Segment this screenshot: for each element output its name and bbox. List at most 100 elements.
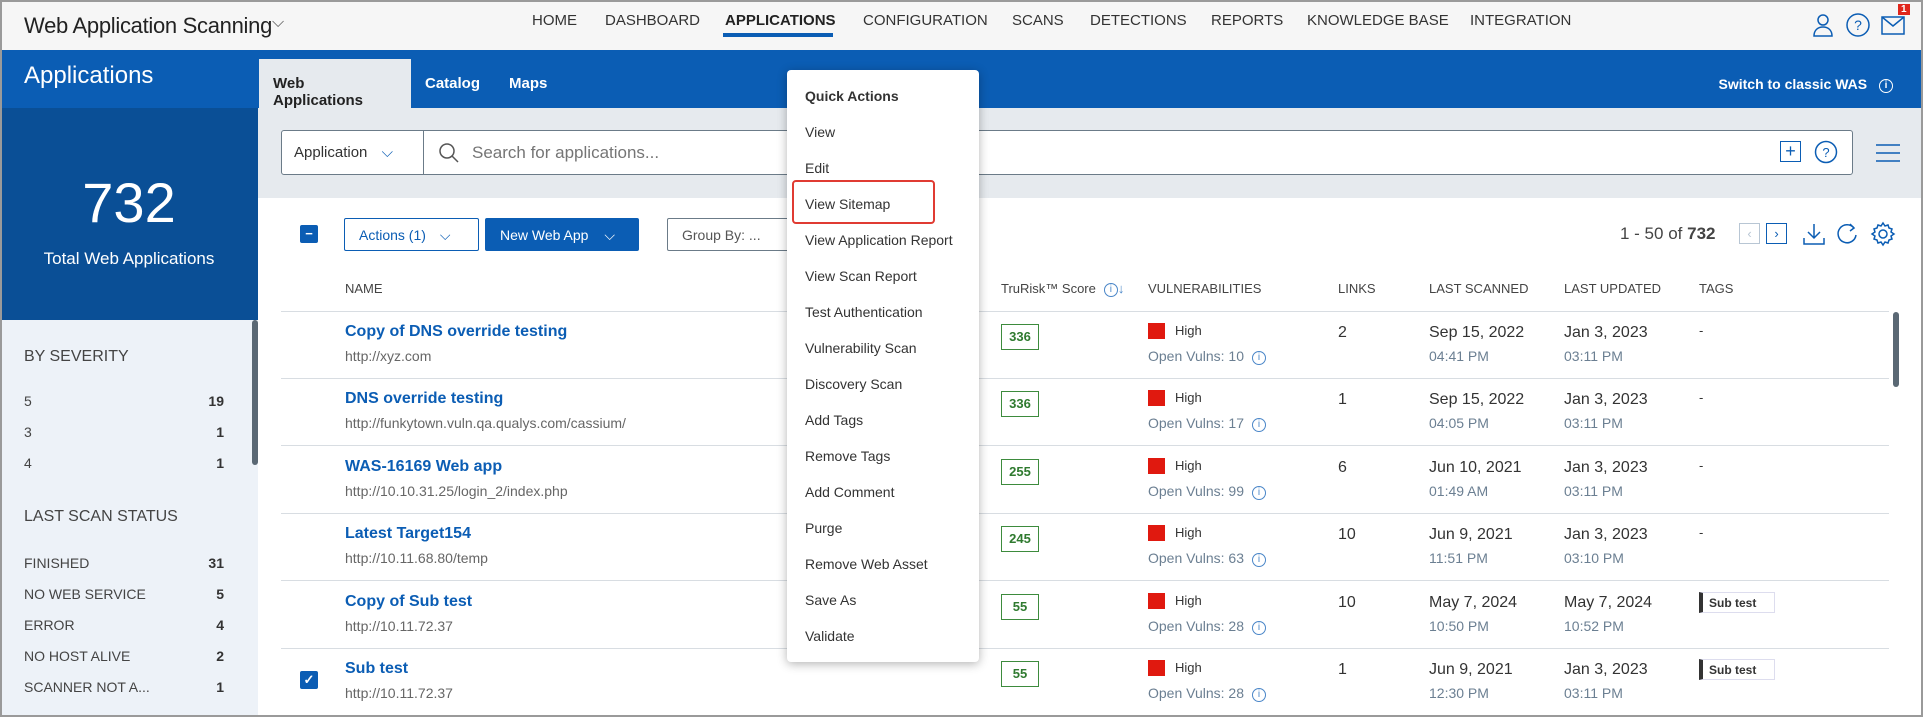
links-count: 10 bbox=[1338, 526, 1356, 544]
nav-detections[interactable]: DETECTIONS bbox=[1090, 12, 1187, 29]
last-scanned-date: Sep 15, 2022 bbox=[1429, 391, 1525, 409]
tag-chip[interactable]: Sub test bbox=[1699, 659, 1775, 680]
app-name-link[interactable]: Copy of Sub test bbox=[345, 592, 473, 610]
app-name-link[interactable]: DNS override testing bbox=[345, 390, 504, 408]
help-icon[interactable]: ? bbox=[1845, 12, 1871, 38]
last-updated-time: 03:11 PM bbox=[1564, 415, 1623, 432]
column-header-last-scanned[interactable]: LAST SCANNED bbox=[1429, 281, 1529, 296]
status-item[interactable]: SCANNER NOT A... 1 bbox=[24, 679, 224, 695]
table-scrollbar[interactable] bbox=[1893, 312, 1899, 387]
nav-integration[interactable]: INTEGRATION bbox=[1470, 12, 1572, 29]
status-item[interactable]: NO HOST ALIVE 2 bbox=[24, 648, 224, 664]
menu-item-view-scan-report[interactable]: View Scan Report bbox=[805, 268, 917, 284]
nav-home[interactable]: HOME bbox=[532, 12, 577, 29]
select-all-checkbox[interactable]: − bbox=[300, 225, 318, 243]
menu-item-view-sitemap[interactable]: View Sitemap bbox=[805, 196, 891, 212]
app-name-link[interactable]: Sub test bbox=[345, 660, 409, 677]
menu-item-save-as[interactable]: Save As bbox=[805, 592, 857, 608]
severity-label: High bbox=[1175, 457, 1202, 473]
group-by-dropdown[interactable]: Group By: ... bbox=[667, 218, 797, 251]
menu-item-vulnerability-scan[interactable]: Vulnerability Scan bbox=[805, 340, 917, 356]
info-icon[interactable]: i bbox=[1252, 553, 1266, 568]
next-page-button[interactable]: › bbox=[1766, 223, 1787, 244]
info-icon[interactable]: i bbox=[1252, 620, 1266, 635]
menu-item-add-comment[interactable]: Add Comment bbox=[805, 484, 895, 500]
menu-item-view[interactable]: View bbox=[805, 124, 836, 140]
app-name-link[interactable]: Latest Target154 bbox=[345, 525, 471, 543]
app-title[interactable]: Web Application Scanning bbox=[24, 13, 273, 38]
menu-item-remove-web-asset[interactable]: Remove Web Asset bbox=[805, 556, 928, 572]
tag-chip[interactable]: Sub test bbox=[1699, 591, 1775, 613]
column-header-name[interactable]: NAME bbox=[345, 281, 383, 296]
status-item[interactable]: NO WEB SERVICE 5 bbox=[24, 586, 224, 602]
menu-item-validate[interactable]: Validate bbox=[805, 628, 855, 644]
trurisk-score: 255 bbox=[1001, 458, 1039, 485]
nav-reports[interactable]: REPORTS bbox=[1211, 12, 1284, 29]
info-icon[interactable]: i bbox=[1252, 418, 1266, 433]
search-help-icon[interactable]: ? bbox=[1814, 140, 1838, 164]
row-checkbox[interactable] bbox=[300, 604, 318, 622]
status-item[interactable]: FINISHED 31 bbox=[24, 555, 224, 571]
open-vulns-text: Open Vulns: 10 bbox=[1148, 348, 1244, 364]
severity-item[interactable]: 5 19 bbox=[24, 393, 224, 409]
table-row[interactable]: WAS-16169 Web app http://10.10.31.25/log… bbox=[0, 447, 1923, 514]
download-icon[interactable] bbox=[1802, 222, 1826, 246]
column-header-links[interactable]: LINKS bbox=[1338, 281, 1376, 296]
column-header-last-updated[interactable]: LAST UPDATED bbox=[1564, 281, 1662, 296]
app-url: http://10.10.31.25/login_2/index.php bbox=[345, 482, 568, 499]
menu-item-test-authentication[interactable]: Test Authentication bbox=[805, 304, 923, 320]
tab-maps[interactable]: Maps bbox=[509, 75, 548, 92]
refresh-icon[interactable] bbox=[1836, 222, 1860, 246]
open-vulns-text: Open Vulns: 63 bbox=[1148, 550, 1244, 567]
nav-scans[interactable]: SCANS bbox=[1012, 12, 1064, 29]
table-row[interactable]: DNS override testing http://funkytown.vu… bbox=[0, 379, 1923, 447]
search-filter-dropdown[interactable]: Application ⌵ bbox=[282, 131, 424, 174]
row-checkbox[interactable] bbox=[300, 469, 318, 487]
row-checkbox[interactable]: ✓ bbox=[300, 671, 318, 689]
tab-web-applications[interactable]: Web Applications bbox=[259, 59, 411, 109]
add-filter-icon[interactable]: + bbox=[1780, 141, 1801, 162]
menu-item-remove-tags[interactable]: Remove Tags bbox=[805, 448, 891, 464]
user-icon[interactable] bbox=[1810, 12, 1836, 38]
nav-applications[interactable]: APPLICATIONS bbox=[725, 12, 836, 29]
status-item[interactable]: ERROR 4 bbox=[24, 617, 224, 633]
nav-configuration[interactable]: CONFIGURATION bbox=[863, 12, 988, 29]
sidebar-scrollbar[interactable] bbox=[252, 320, 258, 465]
info-icon[interactable]: i bbox=[1252, 351, 1266, 365]
table-row[interactable]: Copy of Sub test http://10.11.72.37 55 H… bbox=[0, 582, 1923, 649]
mail-icon[interactable] bbox=[1880, 12, 1906, 38]
severity-high-icon bbox=[1148, 660, 1165, 676]
menu-item-edit[interactable]: Edit bbox=[805, 160, 830, 176]
row-checkbox[interactable] bbox=[300, 334, 318, 352]
row-checkbox[interactable] bbox=[300, 401, 318, 419]
settings-gear-icon[interactable] bbox=[1870, 221, 1896, 247]
switch-classic-link[interactable]: Switch to classic WAS i bbox=[1719, 76, 1893, 93]
app-name-link[interactable]: Copy of DNS override testing bbox=[345, 323, 568, 340]
menu-item-add-tags[interactable]: Add Tags bbox=[805, 412, 864, 428]
actions-button[interactable]: Actions (1) ⌵ bbox=[344, 218, 479, 251]
table-row[interactable]: Latest Target154 http://10.11.68.80/temp… bbox=[0, 514, 1923, 582]
column-header-vulnerabilities[interactable]: VULNERABILITIES bbox=[1148, 281, 1262, 296]
previous-page-button[interactable]: ‹ bbox=[1739, 223, 1760, 244]
item-label: 4 bbox=[24, 455, 32, 471]
nav-knowledge-base[interactable]: KNOWLEDGE BASE bbox=[1307, 12, 1449, 29]
nav-dashboard[interactable]: DASHBOARD bbox=[605, 12, 701, 29]
menu-item-view-application-report[interactable]: View Application Report bbox=[805, 232, 953, 248]
column-header-trurisk[interactable]: TruRisk™ Score i ↓ bbox=[1001, 281, 1124, 297]
table-row[interactable]: Copy of DNS override testing http://xyz.… bbox=[0, 312, 1923, 379]
info-icon[interactable]: i bbox=[1252, 485, 1266, 500]
new-web-app-button[interactable]: New Web App ⌵ bbox=[485, 218, 639, 251]
row-checkbox[interactable] bbox=[300, 536, 318, 554]
app-name-link[interactable]: WAS-16169 Web app bbox=[345, 457, 503, 475]
menu-item-discovery-scan[interactable]: Discovery Scan bbox=[805, 376, 903, 392]
menu-item-purge[interactable]: Purge bbox=[805, 520, 843, 536]
info-icon[interactable]: i bbox=[1252, 688, 1266, 702]
menu-icon[interactable] bbox=[1876, 143, 1900, 163]
item-count: 1 bbox=[216, 455, 224, 471]
tab-catalog[interactable]: Catalog bbox=[425, 75, 481, 92]
chevron-down-icon[interactable]: ⌵ bbox=[272, 14, 285, 31]
last-scanned-time: 04:05 PM bbox=[1429, 415, 1489, 432]
column-header-tags[interactable]: TAGS bbox=[1699, 281, 1734, 296]
